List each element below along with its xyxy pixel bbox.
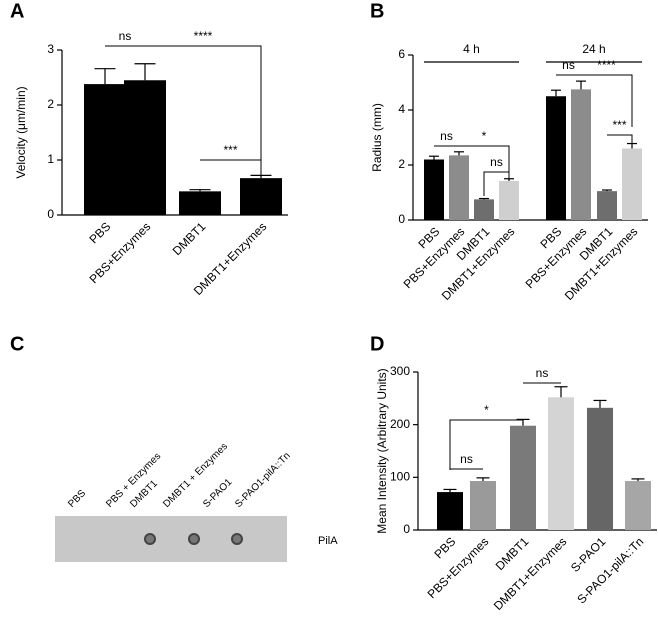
error-bar <box>593 399 607 408</box>
bar <box>499 180 519 220</box>
error-bar <box>189 189 211 192</box>
bar <box>424 159 444 220</box>
error-bar <box>476 477 490 482</box>
lane-label: S-PAO1 <box>201 476 234 509</box>
y-tick-label: 0 <box>47 207 54 221</box>
blot-spot <box>144 533 156 545</box>
panel-label: B <box>370 0 384 22</box>
panel-label: D <box>370 333 384 355</box>
bar <box>124 80 166 215</box>
panel-label: A <box>10 0 24 22</box>
significance-bracket <box>145 45 262 174</box>
significance-label: * <box>482 129 487 143</box>
bar <box>597 191 617 220</box>
lane-label: PBS <box>66 488 88 510</box>
error-bar <box>443 488 457 493</box>
bar <box>474 199 494 220</box>
y-tick-label: 6 <box>398 47 405 61</box>
significance-label: * <box>484 403 489 417</box>
significance-label: ns <box>440 129 453 143</box>
lane-label: S-PAO1-pilA::Tn <box>233 450 293 510</box>
y-tick-label: 0 <box>403 522 410 536</box>
bar <box>179 191 221 215</box>
significance-label: ns <box>119 29 132 43</box>
y-tick-label: 300 <box>390 364 410 378</box>
error-bar <box>554 386 568 398</box>
significance-label: ns <box>562 58 575 72</box>
y-tick-label: 0 <box>398 212 405 226</box>
lane-label: DMBT1 + Enzymes <box>161 441 230 510</box>
error-bar <box>479 197 489 200</box>
x-tick-label: PBS <box>86 219 113 246</box>
significance-label: ns <box>490 155 503 169</box>
y-tick-label: 100 <box>390 470 410 484</box>
significance-bracket <box>607 134 633 147</box>
significance-bracket <box>483 171 510 196</box>
y-tick-label: 200 <box>390 417 410 431</box>
x-tick-label: DMBT1+Enzymes <box>491 534 570 613</box>
y-tick-label: 1 <box>47 152 54 166</box>
error-bar <box>602 189 612 192</box>
x-tick-label: DMBT1 <box>170 219 209 258</box>
significance-bracket <box>200 159 262 175</box>
bar <box>587 407 613 530</box>
bar <box>622 148 642 220</box>
group-label: 4 h <box>463 42 480 56</box>
x-tick-label: PBS <box>431 534 458 561</box>
bar <box>240 178 282 215</box>
significance-label: *** <box>223 143 237 157</box>
error-bar <box>576 80 586 90</box>
blot-spot <box>188 533 200 545</box>
significance-label: *** <box>612 118 626 132</box>
y-tick-label: 4 <box>398 102 405 116</box>
y-tick-label: 2 <box>398 157 405 171</box>
x-tick-label: S-PAO1-pilA::Tn <box>574 534 646 606</box>
error-bar <box>454 151 464 156</box>
bar <box>449 155 469 220</box>
error-bar <box>551 89 561 97</box>
significance-label: ns <box>460 452 473 466</box>
bar <box>546 96 566 220</box>
group-label: 24 h <box>582 42 605 56</box>
band-label: PilA <box>318 535 338 547</box>
y-axis-label: Velocity (μm/min) <box>14 86 28 178</box>
error-bar <box>631 478 645 482</box>
error-bar <box>250 174 272 179</box>
bar <box>510 425 536 530</box>
error-bar <box>94 68 116 85</box>
y-axis-label: Radius (mm) <box>370 103 384 172</box>
error-bar <box>134 63 156 81</box>
blot-spot <box>231 533 243 545</box>
significance-bracket <box>581 74 633 127</box>
error-bar <box>429 155 439 160</box>
bar <box>625 481 651 530</box>
bar <box>437 492 463 530</box>
bar <box>470 481 496 530</box>
bar <box>84 84 126 215</box>
significance-label: ns <box>536 366 549 380</box>
significance-label: **** <box>194 29 213 43</box>
bar <box>548 397 574 530</box>
y-tick-label: 2 <box>47 97 54 111</box>
panel-label: C <box>10 333 24 355</box>
y-tick-label: 3 <box>47 42 54 56</box>
bar <box>571 89 591 220</box>
significance-bracket <box>459 145 510 178</box>
significance-bracket <box>449 419 523 470</box>
y-axis-label: Mean Intensity (Arbitrary Units) <box>375 368 389 533</box>
blot <box>55 516 287 562</box>
significance-label: **** <box>597 58 616 72</box>
